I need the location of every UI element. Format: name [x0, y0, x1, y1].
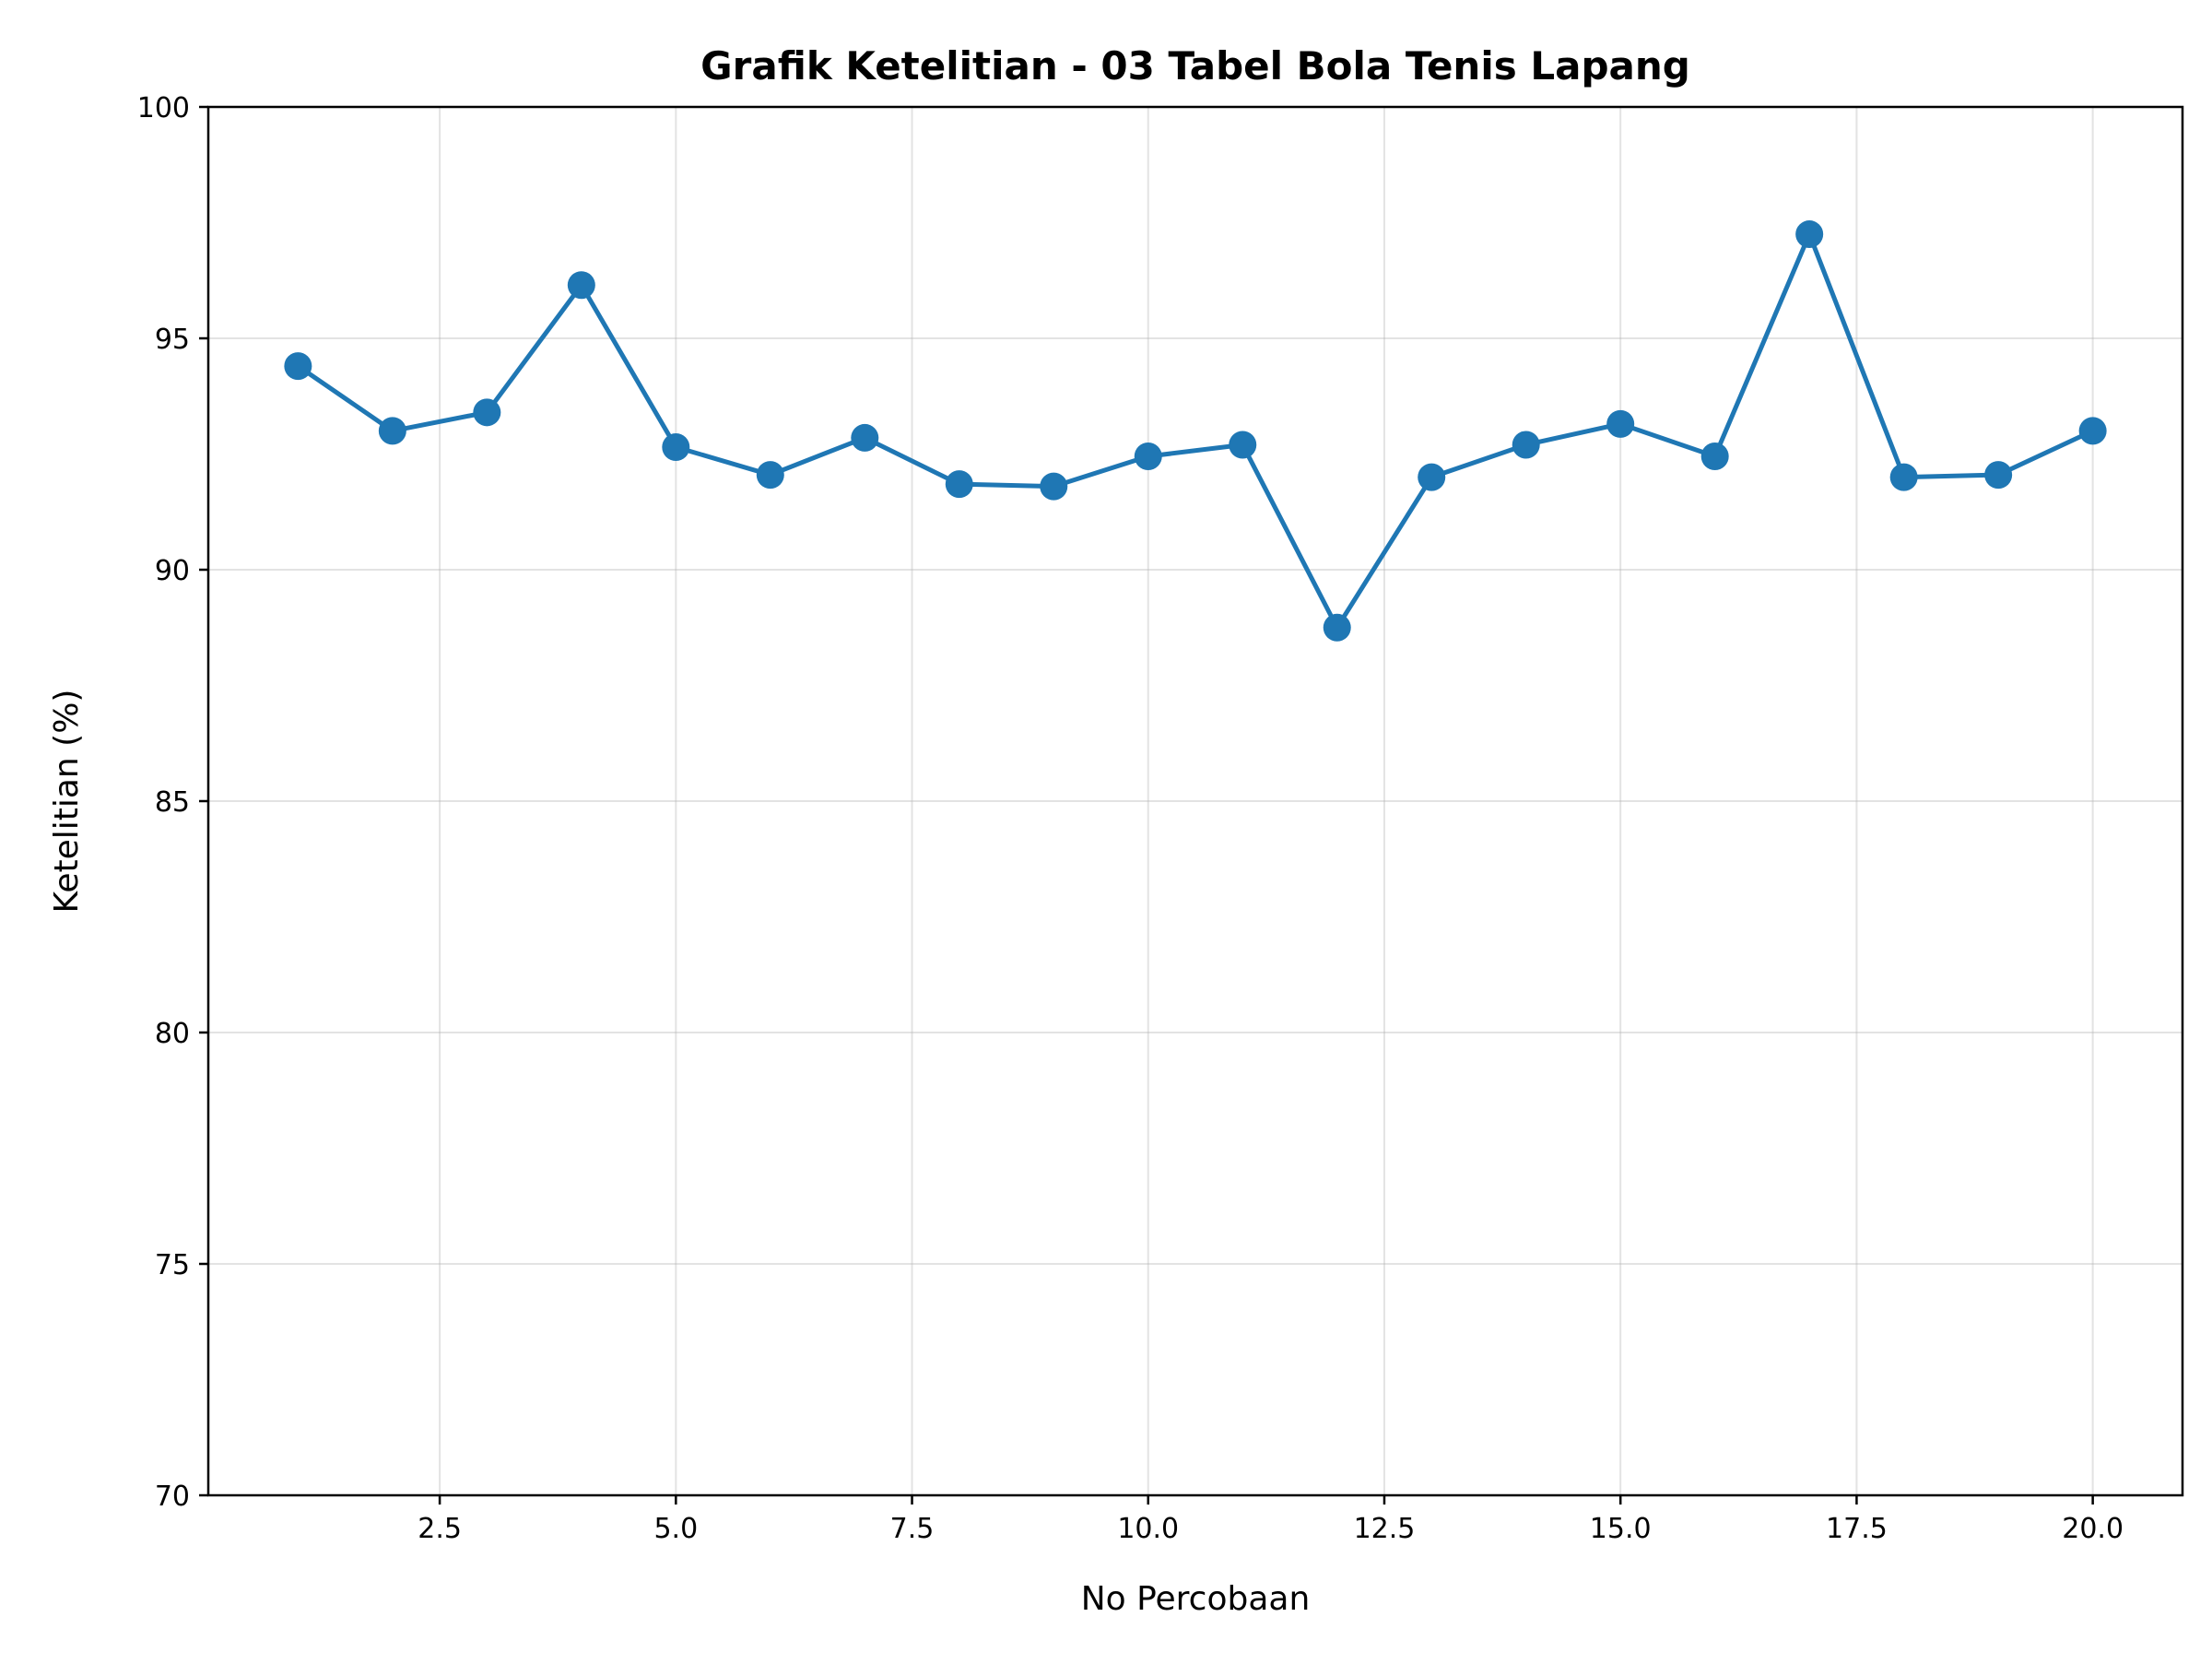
data-point — [473, 398, 501, 427]
series-line — [295, 231, 2096, 631]
series-layer — [284, 220, 2107, 642]
y-tick-label: 95 — [155, 324, 190, 356]
axis-ticks: 2.5 5.0 7.5 10.0 12.5 15.0 17.5 20.0 70 75 80 85 90 9… — [137, 92, 2124, 1545]
x-tick-label: 15.0 — [1590, 1513, 1652, 1545]
y-axis-label: Ketelitian (%) — [48, 690, 86, 914]
x-tick-label: 10.0 — [1117, 1513, 1179, 1545]
grid — [208, 106, 2183, 1496]
x-tick-label: 20.0 — [2062, 1513, 2124, 1545]
data-point — [2078, 417, 2107, 445]
data-point — [567, 271, 595, 300]
data-point — [1606, 409, 1635, 438]
y-tick-label: 100 — [137, 92, 190, 124]
data-point — [1134, 443, 1162, 471]
y-tick-label: 75 — [155, 1249, 190, 1281]
data-point — [1700, 443, 1729, 471]
data-point — [1795, 220, 1824, 249]
data-point — [756, 461, 784, 490]
data-point — [851, 423, 879, 452]
x-tick-label: 12.5 — [1354, 1513, 1416, 1545]
data-point — [1323, 613, 1351, 642]
data-point — [1984, 461, 2013, 490]
data-point — [1040, 472, 1068, 501]
data-point — [662, 432, 690, 461]
data-point — [945, 470, 973, 499]
y-tick-label: 85 — [155, 786, 190, 819]
x-tick-label: 2.5 — [418, 1513, 462, 1545]
y-tick-label: 90 — [155, 555, 190, 587]
y-tick-label: 70 — [155, 1481, 190, 1513]
x-tick-label: 7.5 — [890, 1513, 935, 1545]
x-axis-label: No Percobaan — [1081, 1580, 1311, 1618]
x-tick-label: 5.0 — [653, 1513, 698, 1545]
y-tick-label: 80 — [155, 1018, 190, 1050]
data-point — [1229, 431, 1257, 459]
data-point — [1889, 463, 1918, 491]
chart-title: Grafik Ketelitian - 03 Tabel Bola Tenis … — [700, 43, 1690, 89]
data-point — [1512, 431, 1540, 459]
data-point — [284, 352, 312, 381]
data-point — [1418, 463, 1446, 491]
x-tick-label: 17.5 — [1826, 1513, 1888, 1545]
data-point — [378, 417, 406, 445]
